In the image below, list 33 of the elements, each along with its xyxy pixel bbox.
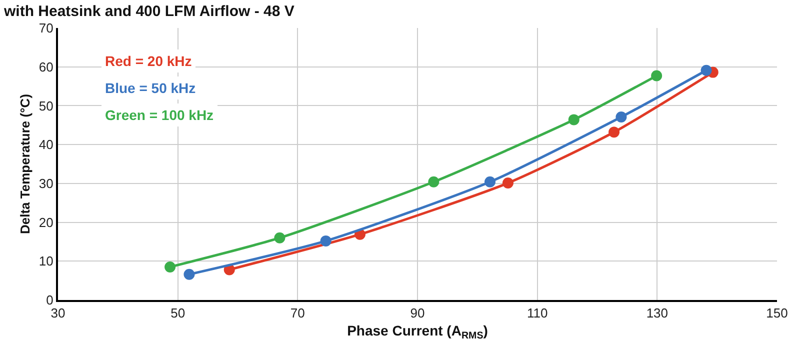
text: Blue = 50 kHz	[105, 80, 196, 96]
y-axis-title: Delta Temperature (°C)	[17, 94, 32, 234]
point	[502, 178, 514, 189]
x-tick-label: 150	[766, 306, 788, 321]
y-tick-label: 60	[38, 59, 54, 74]
x-tick-label: 130	[646, 306, 668, 321]
y-tick-label: 10	[38, 254, 54, 269]
point	[568, 114, 580, 126]
point	[164, 261, 176, 272]
point	[184, 268, 195, 280]
point	[484, 176, 496, 188]
y-tick-label: 50	[38, 98, 54, 114]
y-tick-label: 0	[46, 292, 54, 308]
point	[651, 70, 662, 82]
x-tick-label: 90	[410, 306, 425, 321]
point	[608, 126, 620, 138]
y-tick-label: 70	[38, 20, 54, 36]
chart-title: with Heatsink and 400 LFM Airflow - 48 V	[3, 2, 294, 20]
point	[616, 111, 627, 122]
text: Green = 100 kHz	[105, 107, 214, 123]
x-tick-label: 50	[170, 306, 186, 321]
point	[274, 232, 286, 244]
y-tick-label: 20	[38, 214, 54, 230]
x-axis-title: Phase Current (A$_{RMS}$)	[347, 322, 488, 342]
point	[700, 64, 712, 76]
point	[320, 235, 332, 246]
x-tick-label: 30	[50, 306, 66, 321]
text: Red = 20 kHz	[105, 53, 192, 69]
point	[428, 176, 440, 188]
x-tick-label: 70	[290, 306, 305, 321]
y-tick-label: 40	[38, 137, 54, 152]
y-tick-label: 30	[38, 176, 54, 191]
x-tick-label: 110	[526, 306, 548, 321]
